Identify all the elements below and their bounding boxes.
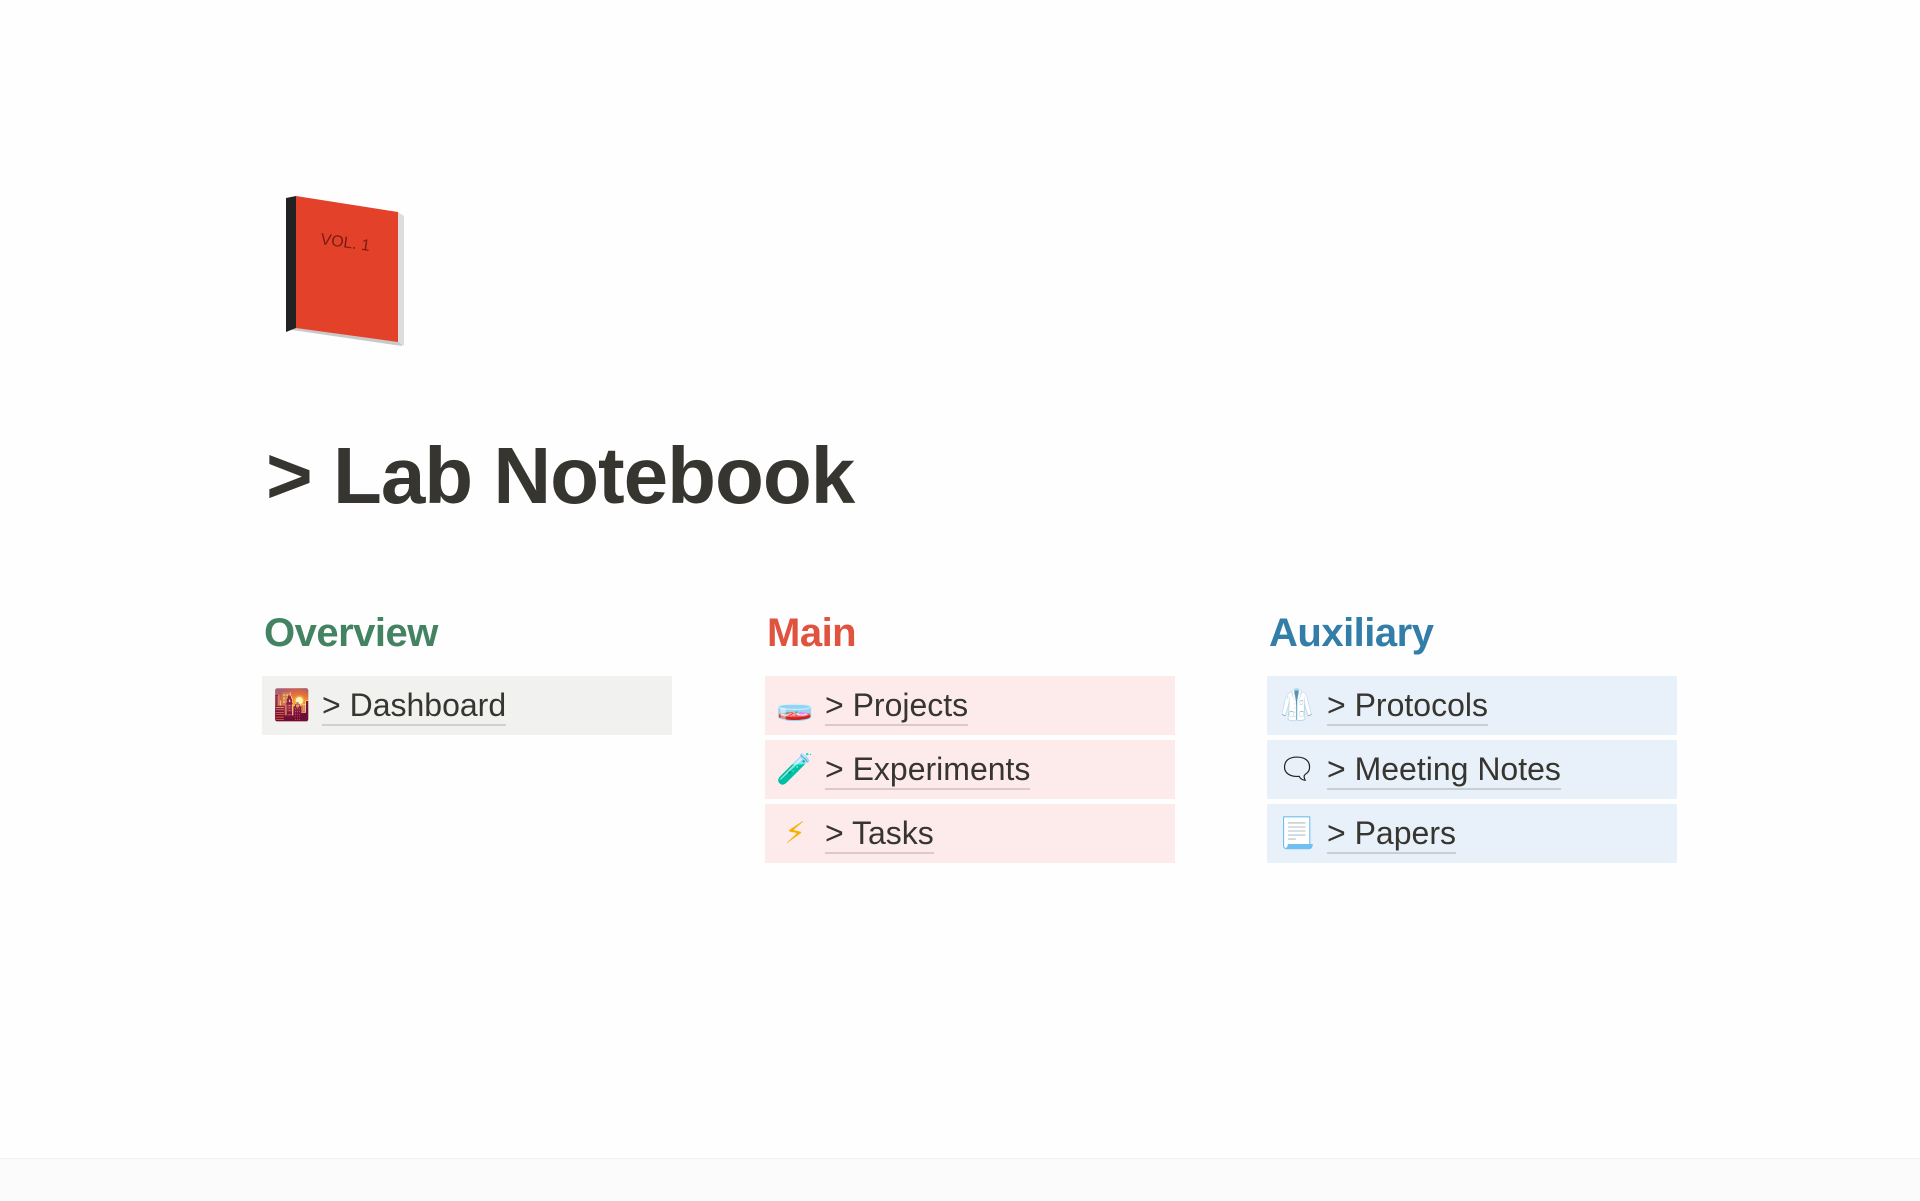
section-overview: Overview 🌇 > Dashboard	[262, 606, 672, 740]
sunrise-picture-icon: 🌇	[273, 689, 311, 722]
section-heading-main: Main	[767, 611, 857, 655]
page-footer-area	[0, 1158, 1920, 1201]
link-projects[interactable]: 🧫 > Projects	[765, 676, 1175, 735]
link-label[interactable]: > Experiments	[825, 750, 1031, 790]
link-label[interactable]: > Papers	[1327, 814, 1456, 854]
link-label[interactable]: > Dashboard	[322, 686, 507, 726]
lab-coat-icon: 🥼	[1278, 689, 1316, 722]
link-label[interactable]: > Meeting Notes	[1327, 750, 1561, 790]
lightning-icon: ⚡	[784, 817, 806, 850]
page-icon-book[interactable]: VOL. 1	[284, 196, 408, 348]
page-title: > Lab Notebook	[266, 431, 855, 520]
link-label[interactable]: > Tasks	[825, 814, 934, 854]
link-tasks[interactable]: ⚡ > Tasks	[765, 804, 1175, 863]
section-heading-overview: Overview	[264, 611, 438, 655]
section-auxiliary: Auxiliary 🥼 > Protocols 🗨 > Meeting Note…	[1267, 606, 1677, 868]
link-papers[interactable]: 📃 > Papers	[1267, 804, 1677, 863]
svg-text:VOL. 1: VOL. 1	[319, 231, 371, 255]
link-protocols[interactable]: 🥼 > Protocols	[1267, 676, 1677, 735]
section-heading-auxiliary: Auxiliary	[1269, 611, 1434, 655]
link-meeting-notes[interactable]: 🗨 > Meeting Notes	[1267, 740, 1677, 799]
speech-bubble-icon: 🗨	[1277, 753, 1317, 786]
link-label[interactable]: > Projects	[825, 686, 969, 726]
test-tube-icon: 🧪	[776, 753, 814, 786]
section-main: Main 🧫 > Projects 🧪 > Experiments ⚡ > Ta…	[765, 606, 1175, 868]
link-dashboard[interactable]: 🌇 > Dashboard	[262, 676, 672, 735]
page-curl-icon: 📃	[1278, 817, 1316, 850]
petri-dish-icon: 🧫	[776, 689, 814, 722]
link-experiments[interactable]: 🧪 > Experiments	[765, 740, 1175, 799]
link-label[interactable]: > Protocols	[1327, 686, 1488, 726]
red-book-icon: VOL. 1	[286, 196, 404, 346]
